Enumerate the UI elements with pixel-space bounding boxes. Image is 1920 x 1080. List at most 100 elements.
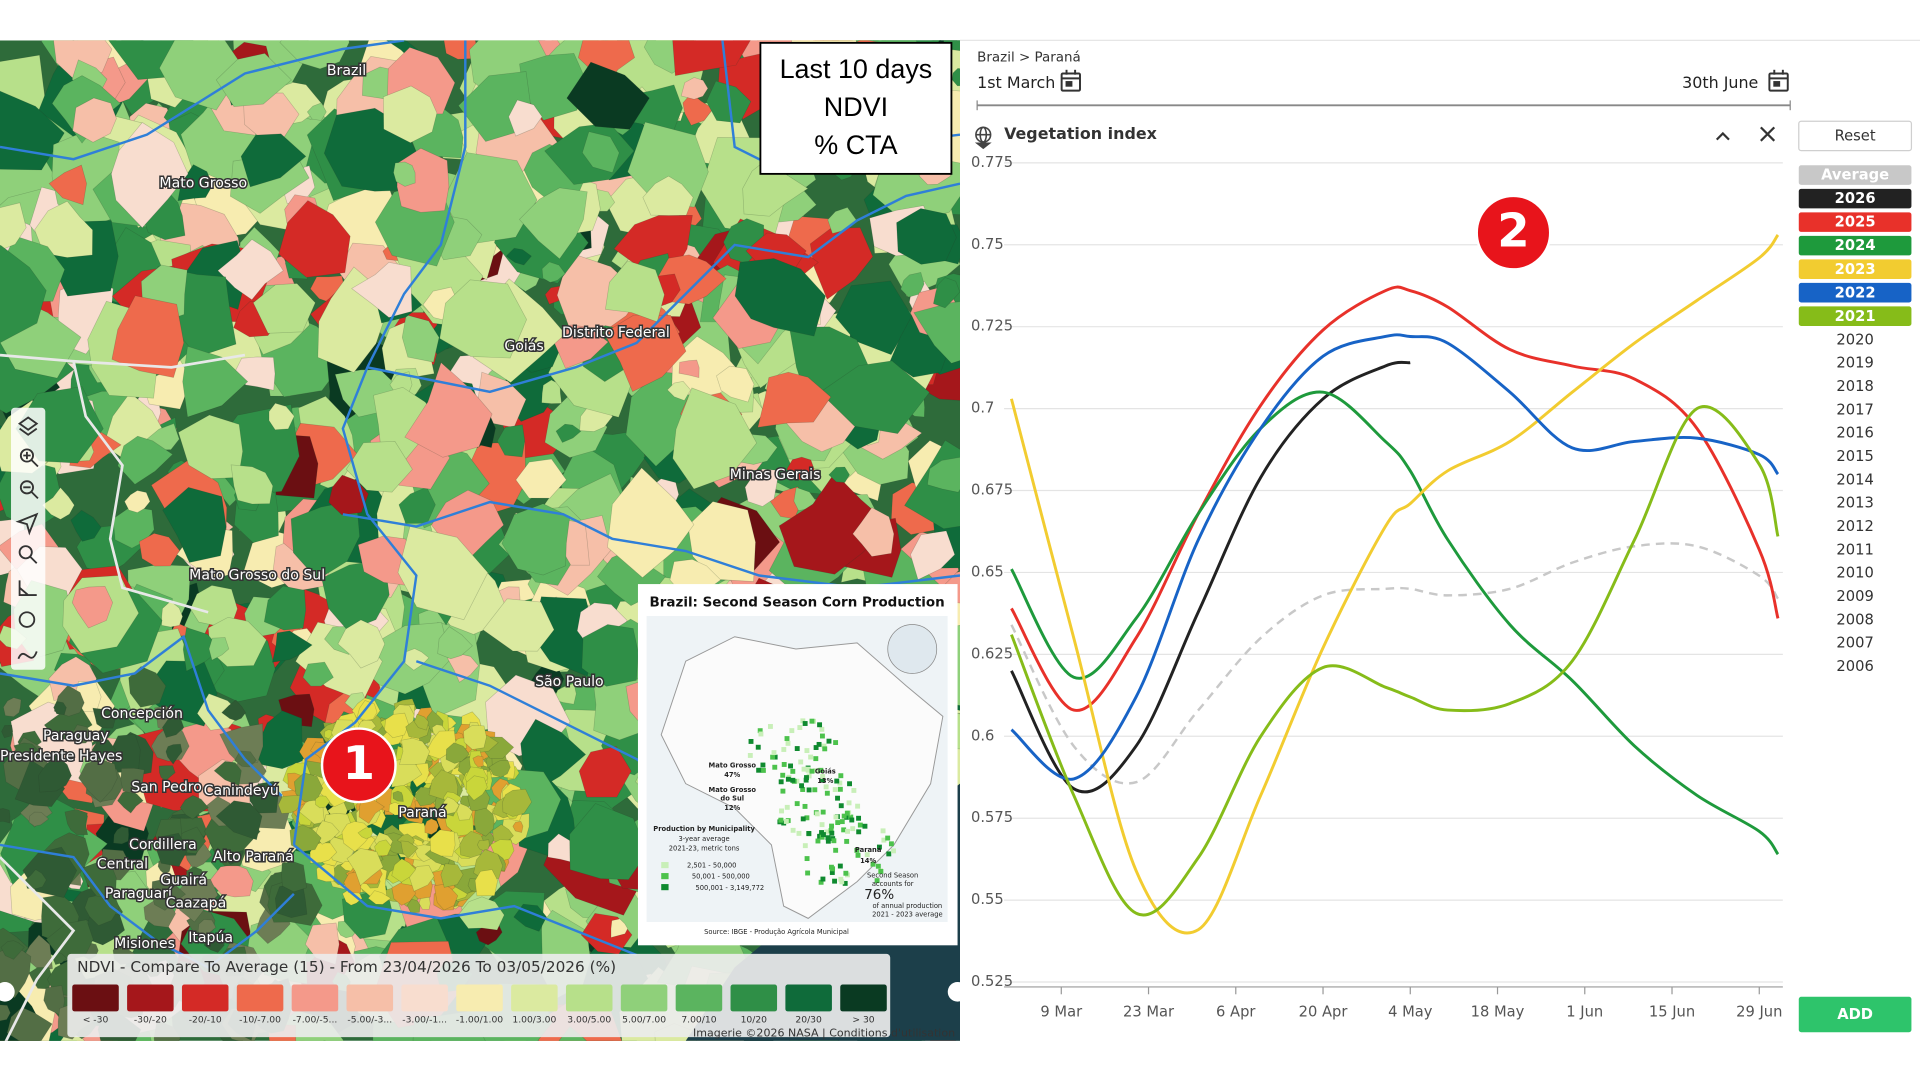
legend-swatch[interactable]	[72, 984, 119, 1012]
tool-button[interactable]	[18, 416, 39, 436]
legend-year[interactable]: 2013	[1836, 495, 1873, 512]
inset-municipality	[819, 733, 825, 739]
reset-label[interactable]: Reset	[1835, 128, 1876, 145]
map-nav[interactable]	[0, 982, 15, 1002]
inset-municipality	[832, 878, 838, 884]
inset-municipality	[820, 809, 826, 815]
tool-button[interactable]	[17, 651, 38, 660]
callout-number: 2	[1497, 203, 1529, 257]
end-date[interactable]: 30th June	[1682, 73, 1758, 92]
legend-label[interactable]: 2025	[1835, 214, 1876, 231]
map-toolbar[interactable]	[11, 407, 46, 670]
legend-swatch[interactable]	[236, 984, 284, 1012]
tool-button[interactable]	[18, 545, 38, 564]
legend-button[interactable]	[1798, 212, 1912, 232]
legend-swatch[interactable]	[620, 984, 668, 1012]
tool-button[interactable]	[15, 512, 39, 536]
inset-municipality	[784, 804, 790, 810]
map-region	[910, 530, 956, 581]
legend-year[interactable]: 2008	[1836, 611, 1873, 628]
inset-municipality	[885, 835, 891, 841]
legend-year[interactable]: 2015	[1836, 448, 1873, 465]
add-label[interactable]: ADD	[1837, 1006, 1873, 1023]
legend-swatch[interactable]	[785, 984, 832, 1012]
calendar-icon[interactable]	[1768, 69, 1789, 92]
legend-swatch[interactable]	[511, 984, 558, 1012]
legend-swatch[interactable]	[401, 984, 448, 1012]
legend-year[interactable]: 2010	[1836, 565, 1873, 582]
start-date[interactable]: 1st March	[977, 73, 1055, 92]
legend-year[interactable]: 2020	[1836, 331, 1873, 348]
legend-year[interactable]: 2012	[1836, 518, 1873, 535]
legend-button[interactable]	[1798, 282, 1912, 303]
map-region	[505, 247, 532, 266]
inset-municipality	[780, 772, 786, 778]
map-region	[78, 758, 118, 803]
legend-swatch[interactable]	[565, 984, 613, 1012]
legend-year[interactable]: 2019	[1836, 355, 1873, 372]
add-button[interactable]	[1798, 996, 1912, 1033]
place-label: Cordillera	[129, 837, 197, 853]
tool-button[interactable]	[18, 611, 36, 628]
legend-button[interactable]	[1798, 306, 1912, 326]
place-label: Distrito Federal	[562, 325, 670, 341]
map-region	[289, 824, 322, 852]
breadcrumb[interactable]: Brazil > Paraná	[977, 50, 1081, 66]
inset-municipality	[875, 863, 881, 869]
inset-municipality	[881, 837, 887, 843]
legend-year[interactable]: 2018	[1836, 378, 1873, 395]
calendar-icon[interactable]	[1060, 69, 1081, 92]
legend-year[interactable]: 2011	[1836, 541, 1873, 558]
inset-municipality	[806, 787, 812, 793]
legend-swatch[interactable]	[456, 984, 503, 1012]
legend-year[interactable]: 2007	[1836, 635, 1873, 652]
tool-button[interactable]	[19, 448, 39, 468]
map-region	[383, 85, 438, 144]
inset-label: 13%	[817, 777, 833, 785]
legend-year[interactable]: 2016	[1836, 425, 1873, 442]
y-tick-label: 0.6	[971, 727, 994, 744]
legend-swatch[interactable]	[127, 984, 174, 1012]
legend-swatch[interactable]	[181, 984, 229, 1012]
legend-label[interactable]: 2021	[1835, 308, 1876, 325]
map-region	[496, 424, 526, 458]
legend-label[interactable]: 2023	[1835, 261, 1876, 278]
legend-year[interactable]: 2017	[1836, 401, 1873, 418]
legend-button[interactable]	[1798, 165, 1912, 185]
legend-year[interactable]: 2014	[1836, 471, 1873, 488]
legend-label[interactable]: Average	[1821, 167, 1889, 184]
legend-year[interactable]: 2009	[1836, 588, 1873, 605]
tool-button[interactable]	[19, 480, 39, 500]
legend-button[interactable]	[1798, 188, 1912, 209]
inset-municipality	[855, 852, 861, 858]
legend-swatch[interactable]	[840, 984, 887, 1012]
legend-label[interactable]: 2024	[1835, 237, 1876, 254]
inset-municipality	[780, 788, 786, 794]
legend-label[interactable]: 2022	[1835, 284, 1876, 301]
legend-swatch[interactable]	[291, 984, 339, 1012]
tool-button[interactable]	[18, 580, 37, 597]
legend-button[interactable]	[1798, 235, 1912, 256]
legend-swatch[interactable]	[346, 984, 394, 1012]
map-region	[627, 121, 709, 208]
inset-municipality	[820, 774, 826, 779]
legend-button[interactable]	[1798, 259, 1912, 279]
close-button[interactable]	[1760, 126, 1776, 142]
map-region	[374, 839, 392, 857]
legend-swatch[interactable]	[730, 984, 778, 1012]
series-line	[1010, 360, 1411, 794]
state-border	[367, 182, 960, 394]
collapse-button[interactable]	[1715, 131, 1730, 141]
map-nav[interactable]	[947, 982, 968, 1002]
inset-municipality	[820, 876, 826, 882]
map-region	[13, 742, 40, 762]
inset-municipality	[838, 876, 844, 882]
legend-label[interactable]: 2026	[1835, 190, 1876, 207]
reset-button[interactable]	[1798, 120, 1913, 152]
legend-swatch[interactable]	[675, 984, 723, 1012]
place-label: San Pedro	[131, 779, 202, 795]
map-region	[113, 826, 130, 845]
map-region	[0, 202, 27, 251]
legend-year[interactable]: 2006	[1836, 658, 1873, 675]
